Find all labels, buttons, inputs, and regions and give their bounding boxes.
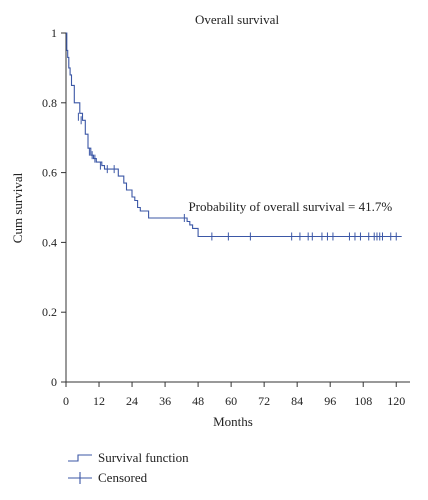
plot-area: 0 0.2 0.4 0.6 0.8 1 0 12 24 36 48 60 72 84 96 108 120: [42, 26, 410, 408]
x-tick-label: 72: [258, 394, 270, 408]
x-axis-ticks: 0 12 24 36 48 60 72 84 96 108 120: [63, 382, 405, 408]
x-tick-label: 48: [192, 394, 204, 408]
y-axis-title: Cum survival: [10, 172, 25, 243]
x-tick-label: 120: [387, 394, 405, 408]
x-tick-label: 96: [324, 394, 336, 408]
legend: Survival function Censored: [68, 450, 189, 485]
legend-label-censored: Censored: [98, 470, 148, 485]
legend-step-icon: [68, 454, 92, 462]
x-tick-label: 12: [93, 394, 105, 408]
y-tick-label: 0.6: [42, 166, 57, 180]
chart-title: Overall survival: [195, 12, 280, 27]
x-axis-title: Months: [213, 414, 253, 429]
y-tick-label: 0.4: [42, 235, 57, 249]
x-tick-label: 108: [354, 394, 372, 408]
legend-label-survival-function: Survival function: [98, 450, 189, 465]
y-axis-ticks: 0 0.2 0.4 0.6 0.8 1: [42, 26, 66, 389]
legend-item-censored: Censored: [68, 470, 148, 485]
x-tick-label: 0: [63, 394, 69, 408]
y-tick-label: 1: [51, 26, 57, 40]
survival-annotation: Probability of overall survival = 41.7%: [188, 199, 392, 214]
y-tick-label: 0: [51, 375, 57, 389]
legend-item-survival-function: Survival function: [68, 450, 189, 465]
censored-marks: [77, 112, 397, 241]
x-tick-label: 84: [291, 394, 303, 408]
x-tick-label: 60: [225, 394, 237, 408]
survival-curve: [66, 32, 402, 238]
x-tick-label: 24: [126, 394, 138, 408]
x-tick-label: 36: [159, 394, 171, 408]
y-tick-label: 0.8: [42, 96, 57, 110]
y-tick-label: 0.2: [42, 305, 57, 319]
